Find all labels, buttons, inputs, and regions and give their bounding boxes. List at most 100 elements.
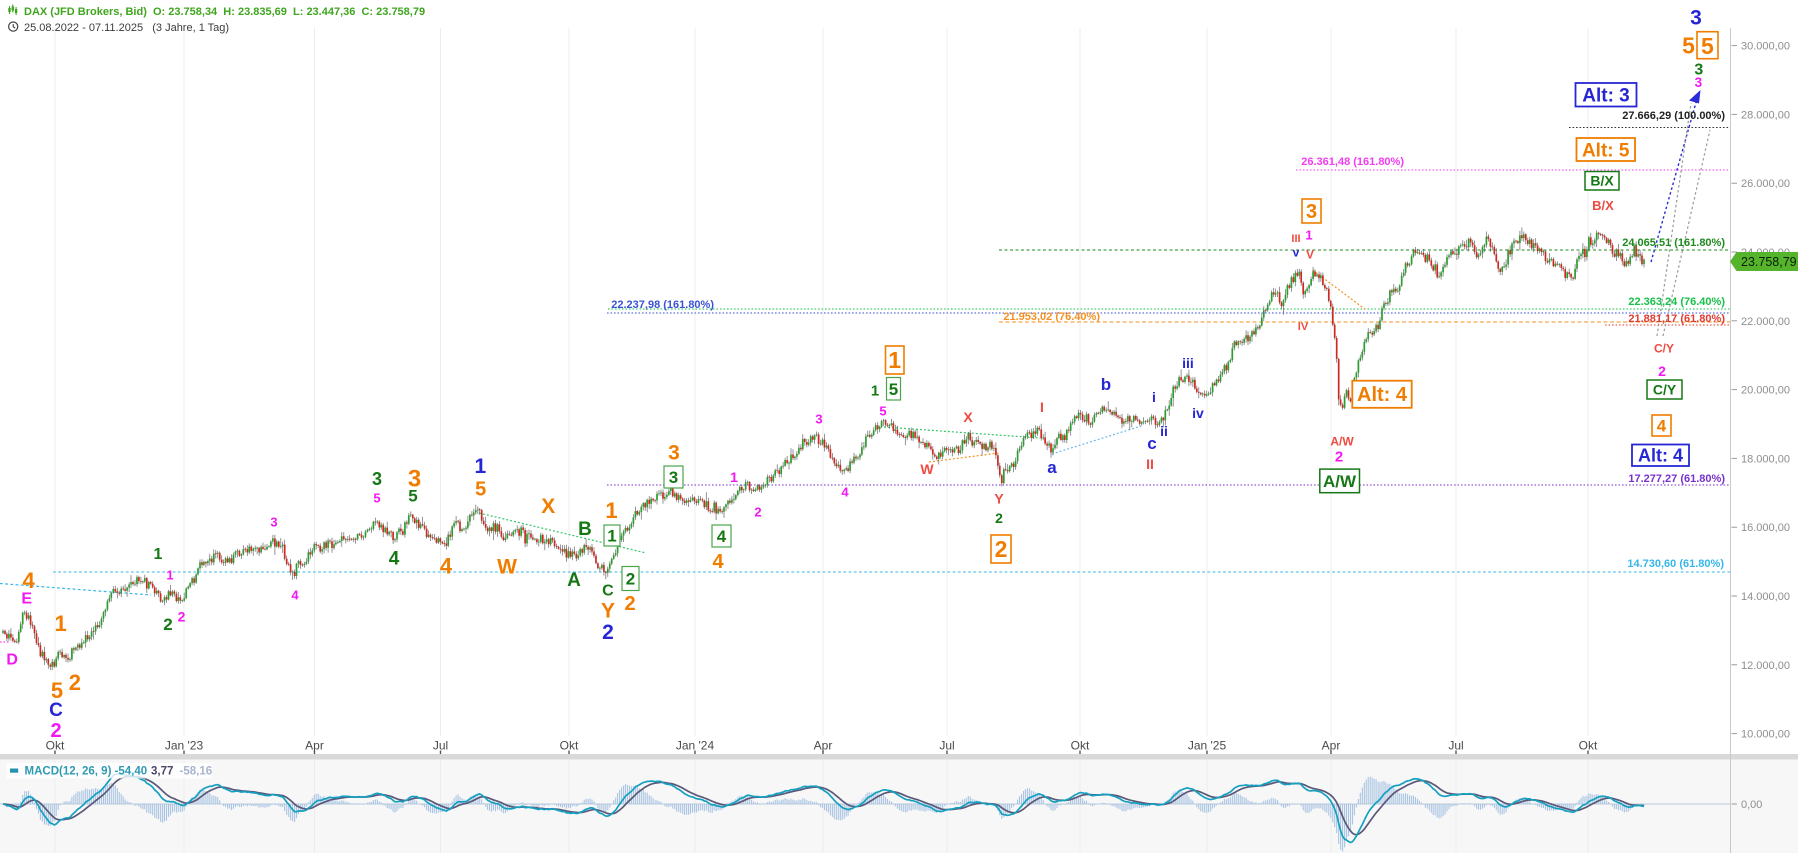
svg-text:2: 2 (1335, 448, 1343, 465)
svg-text:17.277,27 (61.80%): 17.277,27 (61.80%) (1628, 473, 1725, 485)
svg-text:2: 2 (754, 505, 761, 520)
svg-text:27.666,29 (100.00%): 27.666,29 (100.00%) (1622, 110, 1725, 122)
svg-text:28.000,00: 28.000,00 (1741, 109, 1790, 121)
svg-text:3: 3 (815, 412, 822, 427)
svg-text:2: 2 (626, 570, 635, 589)
svg-text:10.000,00: 10.000,00 (1741, 729, 1790, 741)
svg-text:D: D (6, 651, 18, 668)
svg-text:0,00: 0,00 (1741, 799, 1762, 811)
svg-text:Alt: 5: Alt: 5 (1582, 140, 1630, 161)
svg-text:Jul: Jul (939, 739, 954, 753)
svg-text:E: E (21, 590, 32, 607)
svg-text:Alt: 3: Alt: 3 (1582, 86, 1630, 107)
svg-text:3: 3 (1306, 201, 1317, 223)
svg-text:3,77: 3,77 (151, 766, 173, 778)
svg-text:Apr: Apr (1322, 739, 1341, 753)
svg-text:III: III (1291, 233, 1300, 245)
svg-text:I: I (1040, 399, 1044, 415)
svg-text:2: 2 (1658, 363, 1666, 379)
svg-text:12.000,00: 12.000,00 (1741, 660, 1790, 672)
svg-text:C: C (49, 700, 63, 721)
svg-text:a: a (1047, 458, 1057, 477)
svg-text:5: 5 (879, 404, 886, 419)
svg-text:3: 3 (1690, 6, 1702, 29)
svg-text:4: 4 (1657, 417, 1667, 436)
svg-text:-58,16: -58,16 (180, 766, 213, 778)
svg-text:16.000,00: 16.000,00 (1741, 522, 1790, 534)
svg-text:5: 5 (889, 380, 898, 399)
svg-text:A/W: A/W (1323, 472, 1357, 491)
svg-text:Alt: 4: Alt: 4 (1357, 384, 1408, 406)
svg-text:C: C (602, 583, 614, 600)
svg-text:2: 2 (995, 510, 1003, 526)
svg-text:i: i (1152, 389, 1156, 405)
svg-text:C/Y: C/Y (1653, 382, 1677, 398)
svg-text:3: 3 (1695, 75, 1703, 90)
svg-text:1: 1 (166, 568, 173, 583)
svg-text:4: 4 (291, 588, 299, 603)
svg-text:1: 1 (1305, 228, 1312, 243)
svg-text:Okt: Okt (560, 739, 579, 753)
svg-text:Okt: Okt (1579, 739, 1598, 753)
svg-text:4: 4 (22, 568, 35, 593)
svg-text:5: 5 (1682, 33, 1695, 59)
svg-text:b: b (1101, 375, 1111, 394)
svg-text:14.730,60 (61.80%): 14.730,60 (61.80%) (1627, 558, 1724, 570)
svg-text:II: II (1146, 456, 1154, 472)
svg-text:4: 4 (717, 527, 727, 546)
svg-text:X: X (963, 409, 973, 425)
svg-text:X: X (541, 495, 555, 518)
svg-text:22.000,00: 22.000,00 (1741, 316, 1790, 328)
svg-text:2: 2 (602, 621, 614, 644)
svg-text:W: W (920, 461, 934, 477)
svg-text:18.000,00: 18.000,00 (1741, 453, 1790, 465)
svg-text:Jan '25: Jan '25 (1188, 739, 1227, 753)
svg-text:20.000,00: 20.000,00 (1741, 385, 1790, 397)
svg-text:3: 3 (1694, 62, 1703, 79)
svg-text:C/Y: C/Y (1654, 341, 1674, 355)
svg-text:1: 1 (730, 469, 738, 485)
svg-text:4: 4 (712, 551, 724, 573)
svg-text:V: V (1306, 247, 1314, 261)
svg-text:25.08.2022 - 07.11.2025 (3 J: 25.08.2022 - 07.11.2025 (3 Jahre, 1 Tag) (24, 22, 229, 34)
svg-text:5: 5 (475, 479, 486, 501)
svg-text:2: 2 (178, 609, 186, 625)
svg-text:1: 1 (154, 546, 163, 563)
svg-text:22.237,98 (161.80%): 22.237,98 (161.80%) (611, 299, 714, 311)
svg-text:4: 4 (440, 553, 453, 578)
svg-text:DAX (JFD Brokers, Bid) O: 23.: DAX (JFD Brokers, Bid) O: 23.758,34 H: 2… (24, 6, 425, 18)
svg-text:1: 1 (871, 382, 879, 399)
svg-text:1: 1 (475, 455, 487, 478)
svg-text:iii: iii (1182, 355, 1194, 371)
svg-text:3: 3 (270, 515, 277, 530)
svg-text:1: 1 (888, 347, 901, 373)
svg-text:3: 3 (668, 442, 680, 465)
svg-text:1: 1 (54, 611, 66, 636)
svg-text:2: 2 (163, 615, 172, 634)
svg-text:5: 5 (1701, 33, 1714, 59)
svg-text:Apr: Apr (305, 739, 324, 753)
svg-text:2: 2 (624, 593, 635, 615)
svg-text:Y: Y (994, 491, 1004, 507)
svg-text:Jul: Jul (433, 739, 448, 753)
svg-text:3: 3 (372, 469, 382, 489)
svg-text:W: W (497, 556, 517, 579)
svg-text:c: c (1147, 434, 1156, 453)
svg-text:14.000,00: 14.000,00 (1741, 591, 1790, 603)
svg-text:5: 5 (373, 491, 380, 506)
svg-text:Alt: 4: Alt: 4 (1638, 446, 1683, 466)
svg-text:21.953,02 (76.40%): 21.953,02 (76.40%) (1003, 311, 1100, 323)
svg-text:5: 5 (408, 487, 417, 506)
svg-text:2: 2 (50, 720, 61, 742)
svg-text:4: 4 (389, 548, 400, 569)
svg-text:22.363,24 (76.40%): 22.363,24 (76.40%) (1628, 296, 1725, 308)
svg-text:4: 4 (841, 485, 849, 500)
svg-text:Okt: Okt (1071, 739, 1090, 753)
svg-text:Jan '23: Jan '23 (165, 739, 204, 753)
svg-text:5: 5 (51, 678, 63, 703)
svg-text:1: 1 (607, 527, 616, 546)
svg-text:IV: IV (1298, 321, 1309, 333)
svg-text:24.065,51 (161.80%): 24.065,51 (161.80%) (1622, 237, 1725, 249)
svg-text:ii: ii (1160, 423, 1168, 439)
svg-text:B: B (578, 519, 592, 540)
